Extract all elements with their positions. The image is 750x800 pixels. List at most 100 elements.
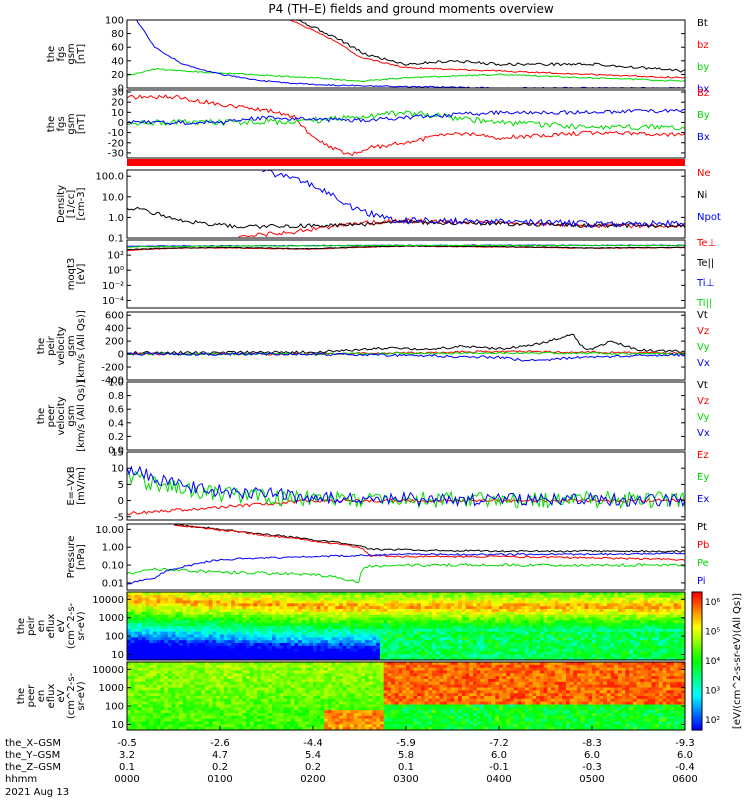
spectrogram-cell <box>201 609 206 613</box>
spectrogram-cell <box>402 643 407 647</box>
spectrogram-cell <box>134 687 139 691</box>
spectrogram-cell <box>625 657 630 660</box>
y-axis-label: Pressure [nPa] <box>66 536 87 579</box>
spectrogram-cell <box>260 597 266 602</box>
y-tick-label: 20 <box>111 98 124 109</box>
spectrogram-cell <box>298 631 303 636</box>
spectrogram-cell <box>220 648 225 653</box>
spectrogram-cell <box>294 626 299 630</box>
spectrogram-cell <box>525 594 530 599</box>
spectrogram-cell <box>606 640 612 644</box>
spectrogram-cell <box>313 651 318 655</box>
spectrogram-cell <box>175 592 180 596</box>
y-tick-label: 600 <box>105 311 124 322</box>
spectrogram-cell <box>662 594 667 599</box>
spectrogram-cell <box>446 628 452 633</box>
spectrogram-cell <box>476 611 481 616</box>
spectrogram-cell <box>387 637 392 641</box>
spectrogram-cell <box>164 645 169 650</box>
spectrogram-cell <box>666 594 671 599</box>
spectrogram-cell <box>290 718 295 723</box>
spectrogram-cell <box>681 654 685 658</box>
spectrogram-cell <box>141 704 147 708</box>
spectrogram-cell <box>681 640 685 644</box>
spectrogram-cell <box>294 698 299 703</box>
spectrogram-cell <box>286 673 292 677</box>
spectrogram-cell <box>134 715 139 720</box>
spectrogram-cell <box>294 609 299 613</box>
spectrogram-cell <box>223 670 229 674</box>
spectrogram-cell <box>275 687 281 691</box>
spectrogram-cell <box>246 626 251 630</box>
spectrogram-cell <box>658 657 664 660</box>
spectrogram-cell <box>361 592 366 596</box>
spectrogram-cell <box>406 637 411 641</box>
spectrogram-cell <box>141 651 147 655</box>
spectrogram-cell <box>160 718 165 723</box>
spectrogram-cell <box>179 684 184 689</box>
spectrogram-cell <box>272 651 277 655</box>
spectrogram-cell <box>558 609 563 613</box>
spectrogram-cell <box>595 648 601 653</box>
spectrogram-cell <box>216 609 221 613</box>
spectrogram-cell <box>145 679 150 683</box>
spectrogram-cell <box>249 684 255 689</box>
spectrogram-cell <box>279 664 284 669</box>
spectrogram-cell <box>603 645 608 650</box>
spectrogram-cell <box>592 657 597 660</box>
spectrogram-cell <box>621 614 627 619</box>
spectrogram-cell <box>205 673 210 677</box>
spectrogram-cell <box>458 614 463 619</box>
spectrogram-cell <box>446 634 452 638</box>
spectrogram-cell <box>182 724 188 728</box>
spectrogram-cell <box>272 715 277 720</box>
spectrogram-cell <box>584 637 589 641</box>
spectrogram-cell <box>208 701 214 706</box>
spectrogram-cell <box>666 657 671 660</box>
spectrogram-cell <box>353 643 359 647</box>
spectrogram-cell <box>379 623 385 627</box>
spectrogram-cell <box>160 592 165 596</box>
spectrogram-cell <box>353 634 359 638</box>
spectrogram-cell <box>402 609 407 613</box>
spectrogram-cell <box>283 676 288 680</box>
spectrogram-cell <box>625 637 630 641</box>
spectrogram-cell <box>272 614 277 619</box>
spectrogram-cell <box>398 651 403 655</box>
spectrogram-cell <box>316 623 322 627</box>
spectrogram-cell <box>365 597 370 602</box>
spectrogram-cell <box>156 623 162 627</box>
spectrogram-cell <box>145 623 150 627</box>
spectrogram-cell <box>599 631 604 636</box>
spectrogram-cell <box>190 704 195 708</box>
spectrogram-cell <box>138 701 143 706</box>
spectrogram-cell <box>383 628 388 633</box>
spectrogram-cell <box>275 609 281 613</box>
spectrogram-cell <box>647 606 653 610</box>
spectrogram-cell <box>175 597 180 602</box>
spectrogram-cell <box>208 634 214 638</box>
spectrogram-cell <box>595 597 601 602</box>
spectrogram-cell <box>275 603 281 607</box>
spectrogram-cell <box>193 597 199 602</box>
spectrogram-cell <box>383 614 388 619</box>
spectrogram-cell <box>450 594 455 599</box>
spectrogram-cell <box>257 631 262 636</box>
spectrogram-cell <box>253 713 258 717</box>
spectrogram-cell <box>246 623 251 627</box>
spectrogram-cell <box>376 620 381 624</box>
spectrogram-cell <box>160 667 165 672</box>
spectrogram-cell <box>610 597 615 602</box>
spectrogram-cell <box>294 690 299 694</box>
spectrogram-cell <box>234 687 240 691</box>
spectrogram-cell <box>153 614 158 619</box>
spectrogram-cell <box>298 614 303 619</box>
spectrogram-cell <box>279 631 284 636</box>
spectrogram-cell <box>424 651 429 655</box>
spectrogram-cell <box>197 640 202 644</box>
spectrogram-cell <box>632 603 638 607</box>
spectrogram-cell <box>208 718 214 723</box>
spectrogram-cell <box>443 609 448 613</box>
spectrogram-cell <box>186 634 191 638</box>
spectrogram-cell <box>283 626 288 630</box>
